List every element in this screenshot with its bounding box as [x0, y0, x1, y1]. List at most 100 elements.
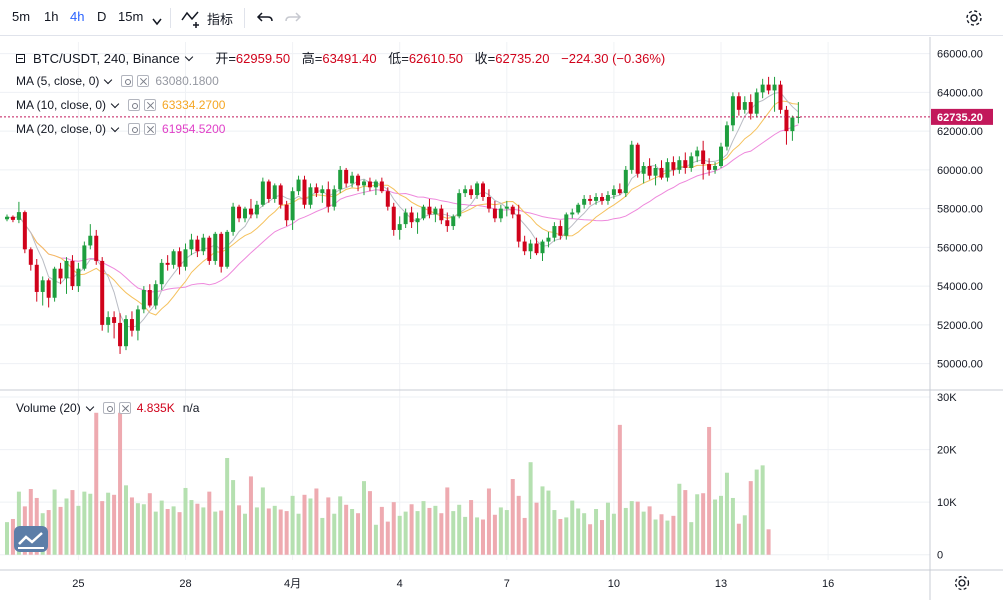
volume-bar: [314, 488, 319, 555]
volume-bar: [463, 516, 468, 555]
volume-label: Volume (20): [16, 401, 81, 415]
redo-icon[interactable]: [284, 8, 302, 31]
logo-icon[interactable]: [14, 526, 48, 552]
candle-body: [427, 206, 432, 215]
indicators-button[interactable]: 指标: [207, 12, 234, 27]
settings-gear-icon[interactable]: [954, 575, 970, 591]
candle-body: [481, 183, 485, 197]
candle-body: [516, 214, 521, 242]
price-tick-label: 50000.00: [937, 359, 983, 371]
interval-4h[interactable]: 4h: [70, 9, 85, 24]
volume-bar: [373, 524, 378, 555]
time-tick-label: 16: [822, 578, 834, 590]
time-tick-label: 28: [179, 578, 191, 590]
candle-body: [546, 237, 551, 242]
interval-d[interactable]: D: [97, 9, 107, 24]
candle-body: [379, 181, 384, 192]
candle-body: [492, 208, 497, 219]
volume-bar: [594, 508, 599, 555]
candle-body: [730, 96, 735, 126]
eye-icon[interactable]: [102, 402, 115, 414]
price-tick-label: 60000.00: [937, 165, 983, 177]
candle-body: [796, 116, 801, 118]
chevron-down-icon[interactable]: [152, 13, 162, 31]
volume-bar: [522, 517, 527, 555]
candle-body: [754, 92, 759, 114]
candle-body: [707, 164, 712, 170]
candle-body: [647, 166, 652, 176]
candle-body: [582, 198, 587, 205]
volume-bar: [195, 503, 200, 555]
volume-bar: [546, 490, 551, 555]
volume-bar: [177, 512, 182, 555]
candle-body: [534, 243, 539, 254]
candle-body: [16, 212, 21, 220]
volume-bar: [701, 493, 706, 555]
volume-bar: [498, 507, 503, 555]
eye-icon[interactable]: [121, 75, 134, 87]
eye-icon[interactable]: [128, 99, 141, 111]
volume-bar: [653, 519, 658, 555]
chevron-down-icon[interactable]: [110, 99, 120, 108]
close-label: 收=: [474, 51, 496, 66]
volume-bar: [641, 511, 646, 555]
collapse-icon[interactable]: [16, 54, 25, 63]
volume-bar: [76, 505, 81, 555]
volume-value: 4.835K: [136, 401, 175, 415]
candle-body: [510, 206, 515, 215]
volume-bar: [243, 513, 247, 555]
candle-body: [153, 284, 158, 306]
top-toolbar: 5m 1h 4h D 15m 指标: [0, 0, 1003, 36]
chevron-down-icon[interactable]: [184, 52, 193, 62]
volume-bar: [278, 509, 283, 555]
candle-body: [129, 319, 134, 331]
chevron-down-icon[interactable]: [110, 123, 120, 132]
candle-body: [52, 268, 57, 298]
candle-body: [147, 290, 152, 306]
interval-1h[interactable]: 1h: [44, 9, 59, 24]
gear-icon[interactable]: [964, 8, 984, 33]
volume-bar: [724, 472, 729, 555]
volume-bar: [439, 513, 444, 555]
close-icon[interactable]: [118, 402, 131, 414]
candle-body: [576, 204, 581, 213]
volume-bar: [457, 504, 462, 555]
candlesticks: [5, 76, 801, 354]
candle-body: [594, 197, 599, 201]
volume-bar: [52, 489, 57, 555]
volume-bar: [659, 514, 664, 555]
volume-extra: n/a: [182, 401, 200, 415]
volume-bar: [403, 511, 408, 555]
candle-body: [653, 167, 658, 176]
candle-body: [373, 181, 378, 188]
candle-body: [231, 206, 236, 232]
interval-5m[interactable]: 5m: [12, 9, 31, 24]
candle-body: [344, 169, 349, 184]
candle-body: [463, 189, 468, 194]
volume-bar: [338, 496, 343, 555]
volume-bar: [201, 507, 206, 555]
candle-body: [540, 241, 545, 254]
chevron-down-icon[interactable]: [85, 402, 94, 411]
candle-body: [177, 251, 182, 267]
close-icon[interactable]: [144, 123, 157, 135]
candle-body: [397, 224, 402, 230]
undo-icon[interactable]: [256, 8, 274, 31]
indicators-icon[interactable]: [180, 8, 204, 33]
close-icon[interactable]: [144, 99, 157, 111]
candle-body: [665, 162, 670, 178]
toolbar-divider: [170, 8, 171, 28]
volume-bar: [730, 497, 735, 555]
close-icon[interactable]: [137, 75, 150, 87]
volume-bar: [397, 515, 402, 555]
chevron-down-icon[interactable]: [104, 75, 113, 84]
candle-body: [70, 260, 75, 287]
interval-15m[interactable]: 15m: [118, 9, 144, 24]
candle-body: [701, 150, 706, 165]
candle-body: [385, 191, 390, 207]
candle-body: [629, 144, 634, 170]
gear-icon: [958, 579, 966, 587]
volume-bar: [135, 503, 140, 555]
candle-body: [469, 189, 474, 196]
eye-icon[interactable]: [128, 123, 141, 135]
